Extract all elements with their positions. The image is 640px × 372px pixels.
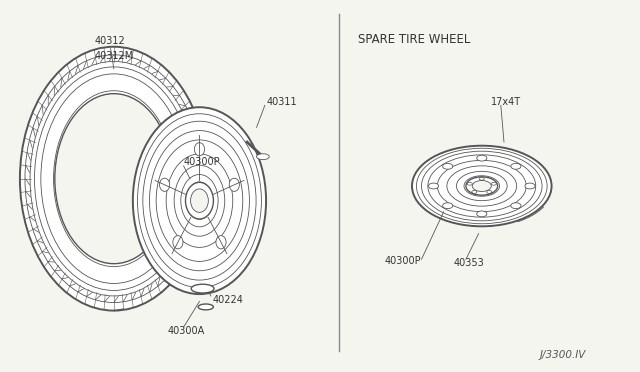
Ellipse shape [191, 284, 214, 293]
Text: 40224: 40224 [212, 295, 243, 305]
Text: 40312M: 40312M [95, 51, 134, 61]
Ellipse shape [257, 154, 269, 160]
Text: SPARE TIRE WHEEL: SPARE TIRE WHEEL [358, 33, 470, 46]
Ellipse shape [216, 235, 226, 249]
Circle shape [472, 180, 492, 192]
Ellipse shape [133, 107, 266, 294]
Text: J/3300.IV: J/3300.IV [540, 350, 586, 360]
Ellipse shape [20, 47, 208, 311]
Circle shape [412, 146, 552, 226]
Text: 40300A: 40300A [168, 326, 205, 336]
Circle shape [477, 155, 487, 161]
Text: 40353: 40353 [453, 258, 484, 268]
Text: 40312: 40312 [95, 36, 125, 46]
Circle shape [429, 183, 438, 189]
Ellipse shape [159, 178, 170, 191]
Circle shape [477, 211, 487, 217]
Circle shape [511, 163, 521, 169]
Text: 40311: 40311 [266, 97, 297, 107]
Circle shape [443, 163, 452, 169]
Circle shape [443, 203, 452, 209]
Ellipse shape [191, 189, 209, 212]
Text: 40300P: 40300P [385, 256, 421, 266]
Ellipse shape [198, 304, 213, 310]
Ellipse shape [55, 94, 173, 264]
Text: 40300P: 40300P [184, 157, 220, 167]
Circle shape [525, 183, 535, 189]
Text: 17x4T: 17x4T [492, 97, 522, 107]
Ellipse shape [195, 143, 205, 156]
Ellipse shape [173, 235, 183, 249]
Ellipse shape [186, 182, 213, 219]
Ellipse shape [229, 178, 239, 191]
Circle shape [511, 203, 521, 209]
Circle shape [466, 177, 498, 195]
